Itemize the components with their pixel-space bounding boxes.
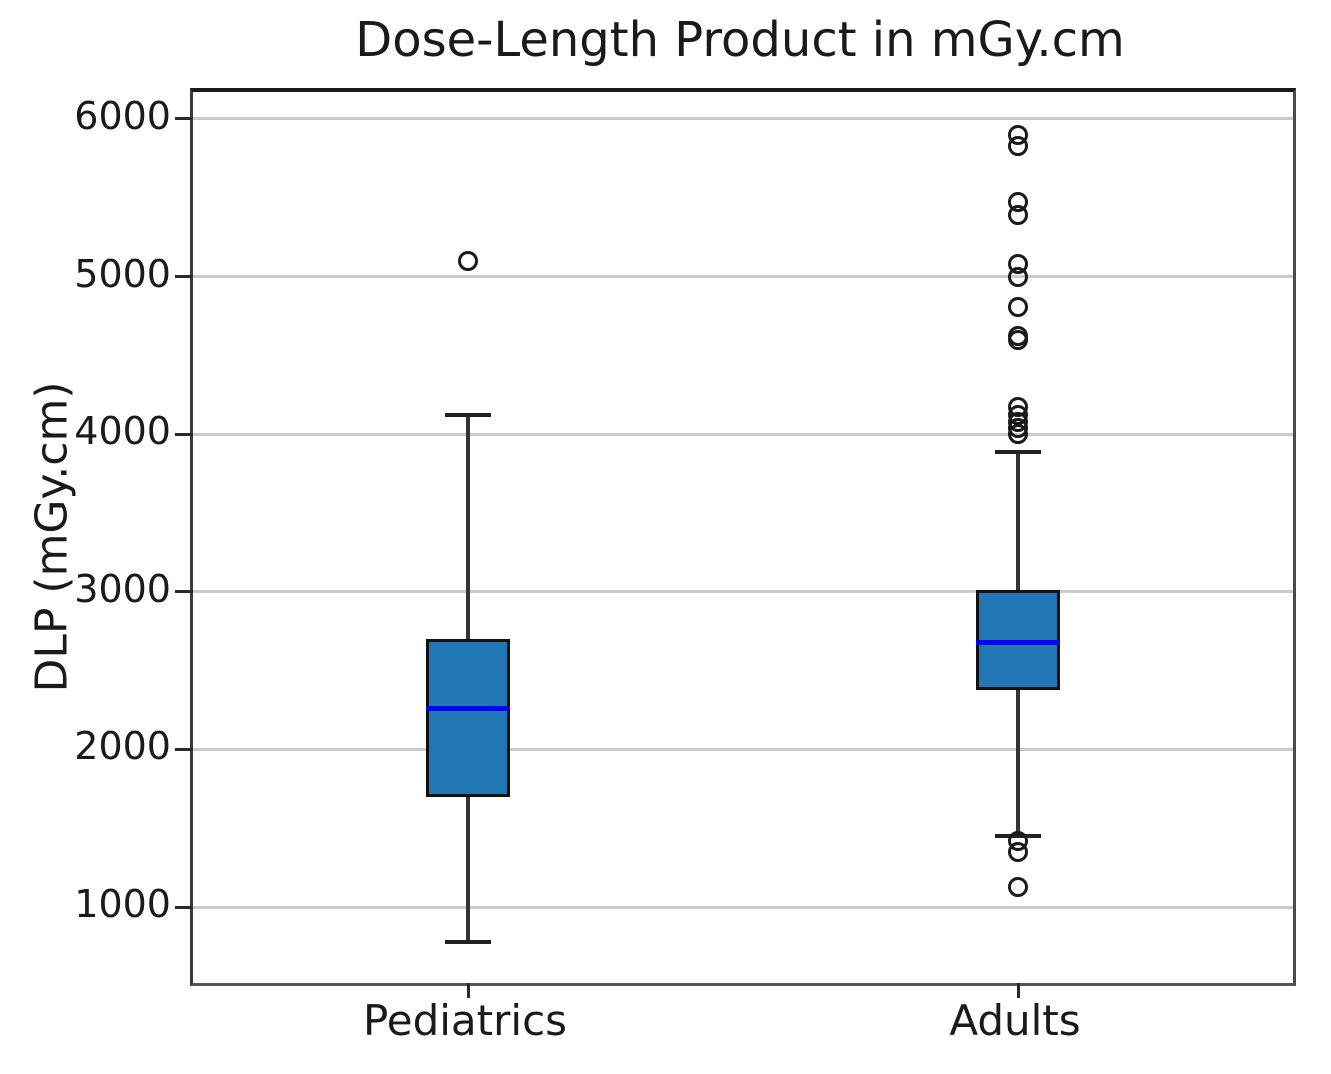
y-tick-label: 3000: [74, 566, 171, 611]
box: [426, 639, 510, 797]
gridline: [193, 905, 1293, 909]
y-tick-label: 6000: [74, 93, 171, 138]
whisker-cap-top: [995, 449, 1041, 454]
x-tick: [466, 983, 470, 998]
outlier-point: [1008, 424, 1028, 445]
x-tick-label-pediatrics: Pediatrics: [362, 996, 568, 1045]
median-line: [426, 705, 510, 711]
y-tick-label: 5000: [74, 251, 171, 296]
gridline: [193, 117, 1293, 121]
y-tick-label: 2000: [74, 724, 171, 769]
outlier-point: [1008, 296, 1028, 317]
median-line: [976, 639, 1060, 645]
y-tick: [175, 432, 193, 436]
chart-title: Dose-Length Product in mGy.cm: [355, 12, 1125, 68]
y-tick-label: 1000: [74, 882, 171, 927]
outlier-point: [1008, 329, 1028, 350]
y-tick: [175, 747, 193, 751]
plot-area: 1000 2000 3000 4000 5000 6000: [74, 88, 1296, 998]
y-tick-label: 4000: [74, 409, 171, 454]
outlier-point: [1008, 841, 1028, 862]
whisker-cap-top: [445, 413, 491, 418]
y-tick: [175, 590, 193, 594]
gridline: [193, 432, 1293, 436]
whisker-cap-bottom: [445, 940, 491, 945]
y-tick: [175, 905, 193, 909]
outlier-point: [458, 250, 478, 271]
y-tick: [175, 117, 193, 121]
gridline: [193, 747, 1293, 751]
outlier-point: [1008, 876, 1028, 897]
gridline: [193, 590, 1293, 594]
x-tick-label-adults: Adults: [949, 996, 1081, 1045]
x-tick: [1016, 983, 1020, 998]
outlier-point: [1008, 205, 1028, 226]
outlier-point: [1008, 135, 1028, 156]
gridline: [193, 275, 1293, 279]
y-tick: [175, 275, 193, 279]
outlier-point: [1008, 266, 1028, 287]
